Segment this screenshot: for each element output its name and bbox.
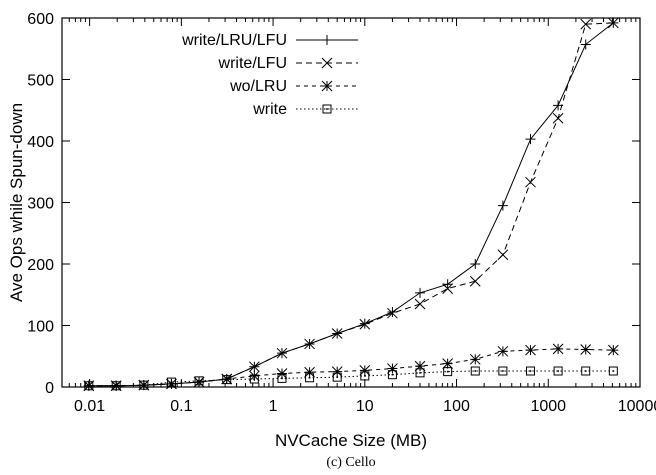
data-point (443, 367, 453, 377)
legend: write/LRU/LFU write/LFU wo/LRU write (181, 32, 358, 118)
data-point (470, 259, 481, 269)
x-tick-label: 1000 (530, 398, 566, 415)
data-point (469, 275, 481, 287)
series-line (88, 22, 614, 387)
data-point (525, 344, 536, 356)
x-tick-label: 100 (443, 398, 470, 415)
series-write-lfu (83, 17, 619, 392)
plot-border (61, 17, 641, 388)
series-layer (83, 17, 619, 392)
data-point (580, 39, 591, 50)
data-point (552, 343, 564, 355)
y-tick-label: 500 (27, 73, 54, 90)
legend-marker (322, 104, 332, 114)
data-point (470, 366, 480, 376)
data-point (525, 366, 535, 376)
series-write (84, 366, 618, 391)
y-axis-title: Ave Ops while Spun-down (7, 103, 26, 302)
data-point (415, 368, 425, 378)
data-point (414, 298, 426, 310)
series-line (88, 22, 614, 387)
data-point (553, 366, 563, 376)
plot-frame (61, 17, 641, 388)
data-point (497, 249, 509, 261)
data-point (305, 373, 315, 383)
legend-label: write/LRU/LFU (181, 32, 287, 49)
x-tick-label: 0.1 (170, 398, 192, 415)
y-tick-label: 300 (27, 196, 54, 213)
data-point (248, 361, 260, 373)
data-point (249, 374, 259, 384)
data-point (387, 363, 398, 374)
legend-marker (321, 80, 333, 92)
y-tick-label: 600 (27, 11, 54, 28)
data-point (607, 17, 619, 29)
data-point (580, 18, 592, 30)
y-tick-label: 400 (27, 134, 54, 151)
data-point (332, 372, 342, 382)
data-point (498, 366, 508, 376)
data-point (139, 380, 149, 390)
data-point (166, 378, 177, 390)
x-axis-title: NVCache Size (MB) (275, 431, 427, 450)
data-point (248, 370, 260, 382)
y-axis: 0 100 200 300 400 500 600 (27, 11, 640, 397)
figure-caption: (c) Cello (326, 455, 375, 470)
data-point (387, 370, 397, 380)
data-point (277, 373, 287, 383)
data-point (442, 358, 454, 369)
data-point (276, 368, 288, 379)
data-point (469, 353, 481, 365)
y-tick-label: 0 (45, 380, 54, 397)
data-point (497, 200, 508, 211)
data-point (194, 376, 204, 386)
data-point (193, 376, 205, 388)
y-tick-label: 100 (27, 319, 54, 336)
data-point (304, 366, 315, 378)
data-point (276, 347, 288, 359)
data-point (331, 328, 343, 339)
data-point (552, 112, 564, 124)
x-tick-label: 10 (356, 398, 374, 415)
data-point (166, 377, 176, 387)
data-point (607, 344, 619, 356)
data-point (331, 366, 343, 377)
data-point (525, 134, 536, 145)
legend-marker (322, 35, 332, 45)
data-point (581, 366, 591, 376)
legend-label: wo/LRU (229, 78, 287, 95)
data-point (111, 381, 121, 391)
x-tick-label: 1 (269, 398, 278, 415)
data-point (497, 345, 509, 357)
data-point (414, 360, 426, 372)
data-point (525, 176, 536, 188)
series-write-lru-lfu (83, 17, 619, 391)
legend-label: write (252, 101, 287, 118)
x-tick-label: 0.01 (74, 398, 105, 415)
data-point (608, 366, 618, 376)
data-point (359, 318, 371, 330)
data-point (222, 375, 232, 385)
y-tick-label: 200 (27, 257, 54, 274)
legend-label: write/LFU (218, 55, 287, 72)
data-point (580, 344, 592, 355)
data-point (415, 287, 426, 298)
data-point (442, 283, 454, 294)
data-point (387, 307, 398, 319)
data-point (442, 279, 453, 290)
legend-marker (321, 57, 333, 69)
data-point (84, 381, 94, 391)
data-point (359, 365, 371, 376)
data-point (304, 338, 315, 350)
data-point (360, 371, 370, 381)
